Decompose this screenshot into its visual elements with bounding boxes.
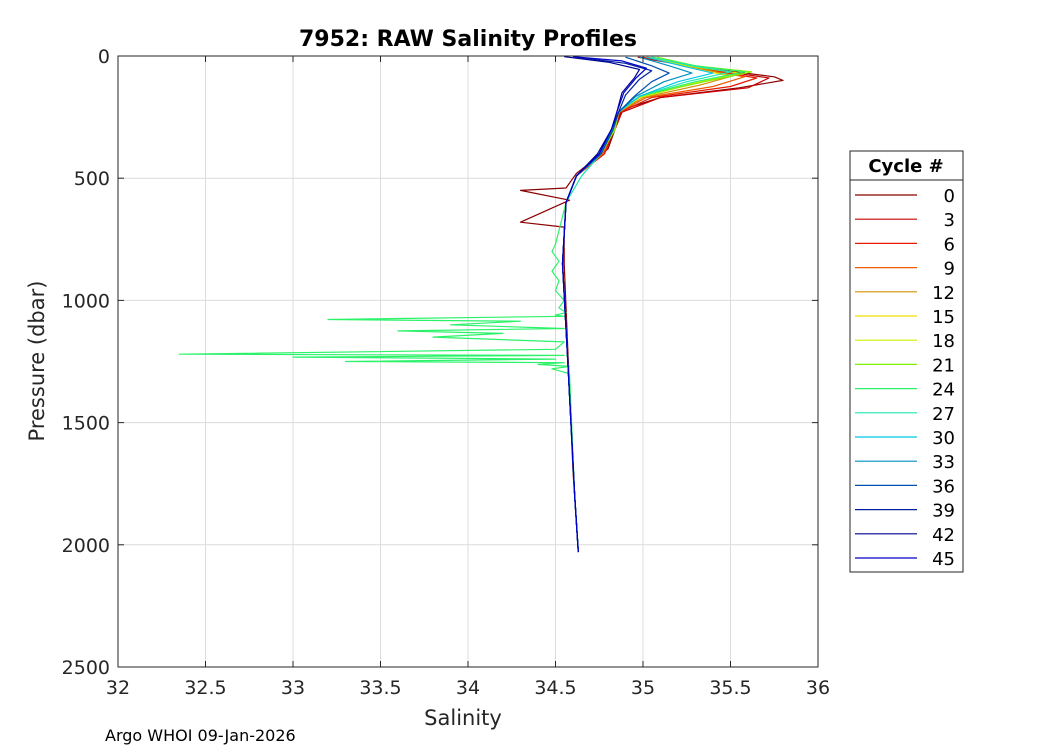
legend-label: 18 [932,331,955,352]
legend-label: 42 [932,525,955,546]
x-tick-label: 34 [456,677,480,699]
x-tick-label: 32 [106,677,130,699]
x-tick-label: 35.5 [709,677,751,699]
legend-label: 15 [932,307,955,328]
profile-series [178,56,784,553]
legend-label: 33 [932,452,955,473]
x-axis-label: Salinity [424,706,502,730]
legend-label: 0 [944,186,955,207]
legend-label: 12 [932,283,955,304]
footer-credit: Argo WHOI 09-Jan-2026 [105,726,296,745]
chart-title: 7952: RAW Salinity Profiles [299,27,637,52]
x-tick-label: 36 [806,677,830,699]
x-axis-ticks: 32 32.5 33 33.5 34 34.5 35 35.5 36 [106,56,830,699]
grid [118,56,818,667]
legend-label: 21 [932,355,955,376]
y-tick-label: 1500 [62,413,110,435]
legend-label: 27 [932,404,955,425]
legend-title: Cycle # [868,156,943,177]
legend-label: 9 [944,259,955,280]
legend-label: 6 [944,234,955,255]
legend-label: 24 [932,380,955,401]
y-axis-ticks: 0 500 1000 1500 2000 2500 [62,46,818,679]
y-tick-label: 2500 [62,657,110,679]
x-tick-label: 32.5 [184,677,226,699]
legend-box [849,150,964,573]
y-tick-label: 500 [74,168,110,190]
y-axis-label: Pressure (dbar) [25,281,49,442]
y-tick-label: 2000 [62,535,110,557]
x-tick-label: 33 [281,677,305,699]
x-tick-label: 35 [631,677,655,699]
legend-label: 36 [932,476,955,497]
y-tick-label: 1000 [62,290,110,312]
legend-label: 39 [932,501,955,522]
profile-line-cycle-45 [561,56,648,553]
x-tick-label: 33.5 [359,677,401,699]
legend-label: 30 [932,428,955,449]
legend-label: 3 [944,210,955,231]
legend-label: 45 [932,549,955,570]
x-tick-label: 34.5 [534,677,576,699]
y-tick-label: 0 [98,46,110,68]
profile-line-cycle-0 [519,56,784,553]
